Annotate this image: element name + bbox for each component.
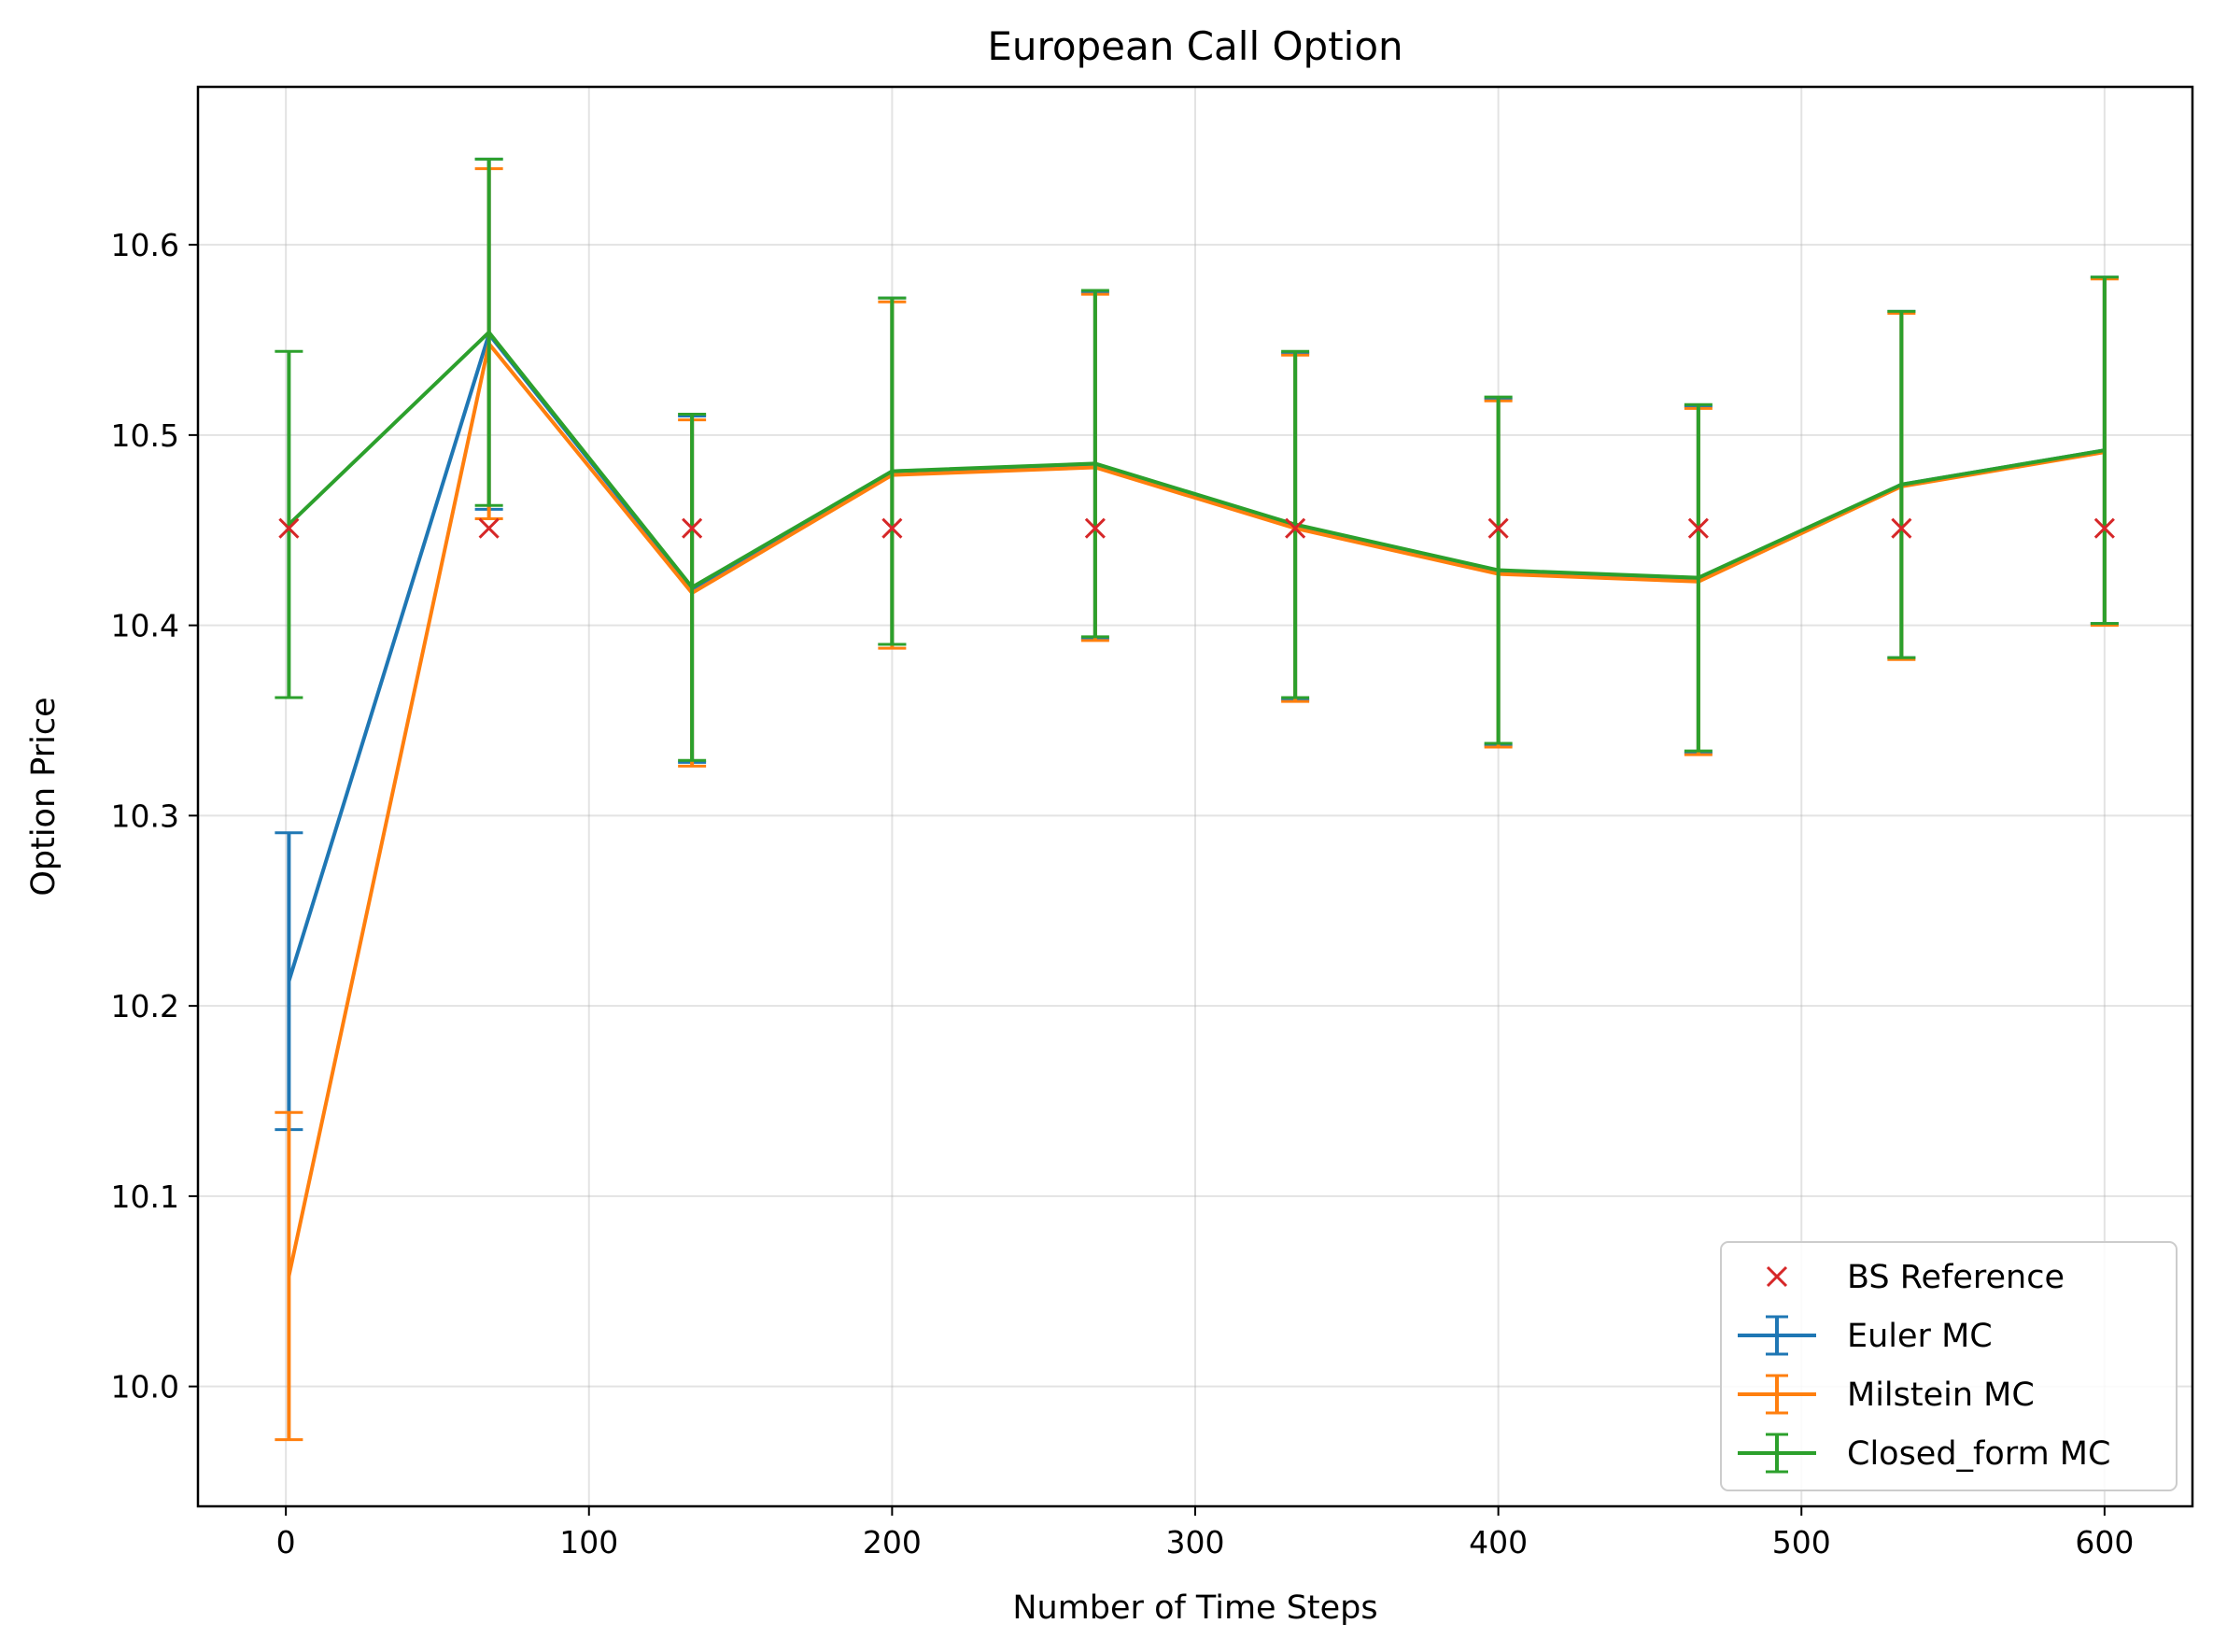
series-layer <box>275 157 2119 1442</box>
y-tick-label: 10.3 <box>111 798 179 834</box>
legend: BS Reference Euler MC Milstein MC Closed_fo… <box>1720 1241 2178 1491</box>
legend-label: Milstein MC <box>1847 1377 2035 1414</box>
reference-marker <box>1891 517 1912 539</box>
legend-label: BS Reference <box>1847 1259 2065 1296</box>
legend-box <box>1720 1241 2178 1491</box>
series-closed-form-mc <box>275 157 2119 762</box>
y-tick-label: 10.6 <box>111 227 179 263</box>
reference-marker <box>2093 517 2115 539</box>
legend-label: Closed_form MC <box>1847 1435 2110 1473</box>
x-tick-label: 400 <box>1469 1524 1528 1560</box>
x-tick-label: 100 <box>559 1524 618 1560</box>
reference-marker <box>1084 517 1106 539</box>
x-tick-label: 0 <box>276 1524 296 1560</box>
x-axis-label: Number of Time Steps <box>1012 1589 1377 1627</box>
series-line-milstein-mc <box>287 342 2106 1277</box>
y-axis-label: Option Price <box>25 697 63 896</box>
chart-title: European Call Option <box>987 23 1403 69</box>
x-tick-label: 300 <box>1166 1524 1225 1560</box>
x-tick-label: 600 <box>2075 1524 2134 1560</box>
reference-marker <box>1687 517 1709 539</box>
reference-markers <box>278 517 2115 539</box>
reference-marker <box>478 517 500 539</box>
y-tick-label: 10.5 <box>111 417 179 454</box>
y-tick-label: 10.4 <box>111 608 179 644</box>
series-bs-reference <box>278 517 2115 539</box>
legend-marker <box>1766 1265 1788 1288</box>
y-tick-label: 10.2 <box>111 988 179 1024</box>
y-tick-label: 10.1 <box>111 1179 179 1215</box>
reference-marker <box>682 517 703 539</box>
reference-marker <box>278 517 300 539</box>
x-tick-label: 200 <box>863 1524 922 1560</box>
y-tick-label: 10.0 <box>111 1369 179 1405</box>
reference-marker <box>881 517 903 539</box>
reference-marker <box>1487 517 1509 539</box>
legend-label: Euler MC <box>1847 1318 1993 1355</box>
axis-ticks: 0 100 200 300 400 500 600 10.0 10.1 10.2 10.3 10.4 1… <box>111 227 2135 1560</box>
x-tick-label: 500 <box>1772 1524 1831 1560</box>
series-line-closed-form-mc <box>288 330 2106 589</box>
reference-marker <box>1285 517 1306 539</box>
